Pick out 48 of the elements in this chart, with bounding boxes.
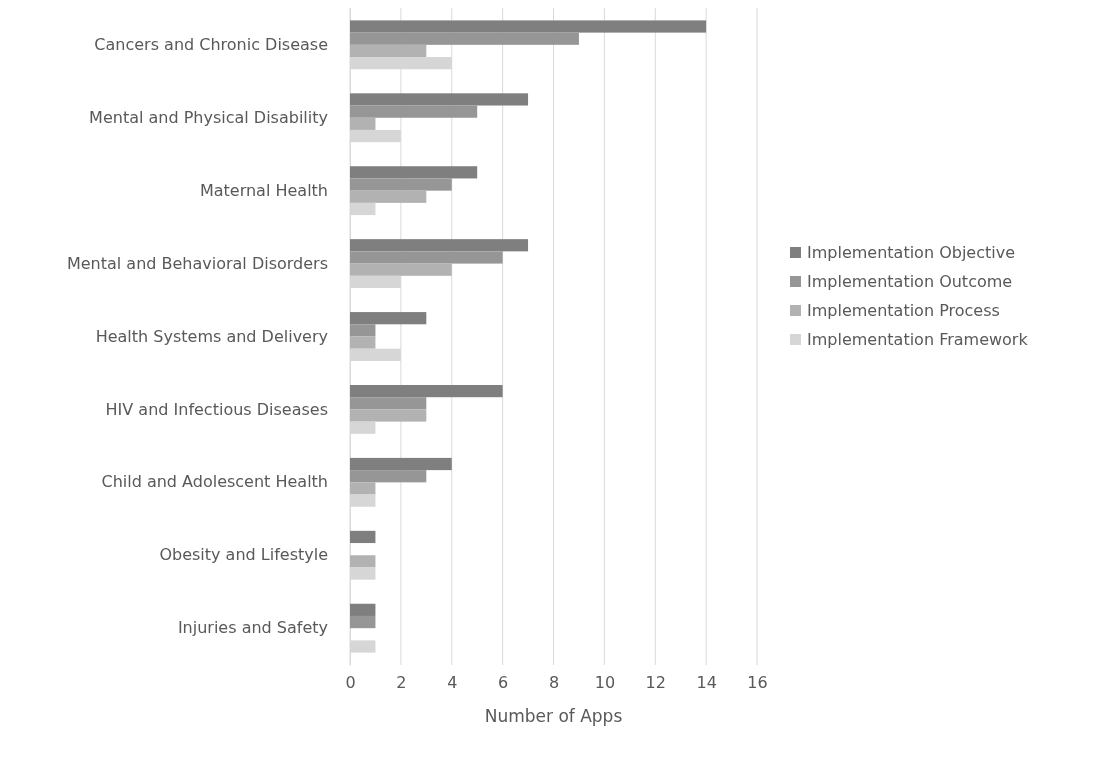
x-tick-label: 10	[594, 673, 616, 693]
x-tick-label: 8	[548, 673, 560, 693]
bar	[350, 384, 503, 398]
y-tick-label: Mental and Behavioral Disorders	[66, 253, 328, 273]
bar	[350, 312, 427, 325]
bar	[350, 105, 478, 118]
bar	[350, 117, 376, 130]
x-axis-title: Number of Apps	[484, 706, 623, 726]
bar	[350, 239, 529, 252]
legend-label: Implementation Process	[807, 301, 1000, 320]
y-tick-label: HIV and Infectious Diseases	[105, 399, 328, 419]
bar	[350, 166, 478, 179]
bar	[350, 251, 503, 264]
legend-label: Implementation Framework	[807, 330, 1029, 349]
bar	[350, 263, 452, 276]
x-tick-label: 0	[345, 673, 356, 693]
legend-label: Implementation Outcome	[807, 272, 1013, 291]
bar	[350, 603, 376, 616]
x-tick-label: 16	[747, 673, 768, 693]
y-tick-label: Injuries and Safety	[177, 618, 328, 638]
bar	[350, 530, 376, 544]
bar	[350, 615, 376, 629]
bar	[350, 409, 427, 422]
bar	[350, 20, 707, 33]
y-tick-label: Cancers and Chronic Disease	[94, 34, 328, 54]
y-tick-label: Mental and Physical Disability	[89, 107, 328, 127]
bar	[350, 397, 427, 410]
bar	[350, 336, 376, 349]
bar	[350, 178, 452, 191]
bar	[350, 32, 579, 45]
y-tick-label: Maternal Health	[199, 180, 328, 200]
bar	[350, 190, 427, 203]
y-tick-label: Health Systems and Delivery	[95, 326, 328, 346]
legend-label: Implementation Objective	[807, 243, 1015, 262]
x-tick-label: 6	[498, 673, 509, 693]
bar	[350, 324, 376, 337]
x-tick-label: 2	[396, 673, 407, 693]
x-tick-label: 4	[447, 673, 458, 693]
bar	[350, 555, 376, 568]
y-tick-label: Obesity and Lifestyle	[159, 545, 328, 565]
bar	[350, 470, 427, 483]
bar	[350, 482, 376, 495]
x-tick-label: 14	[696, 673, 717, 693]
y-tick-label: Child and Adolescent Health	[101, 472, 328, 492]
x-tick-label: 12	[645, 673, 666, 693]
bar	[350, 93, 529, 106]
bar	[350, 457, 452, 471]
bar	[350, 44, 427, 58]
